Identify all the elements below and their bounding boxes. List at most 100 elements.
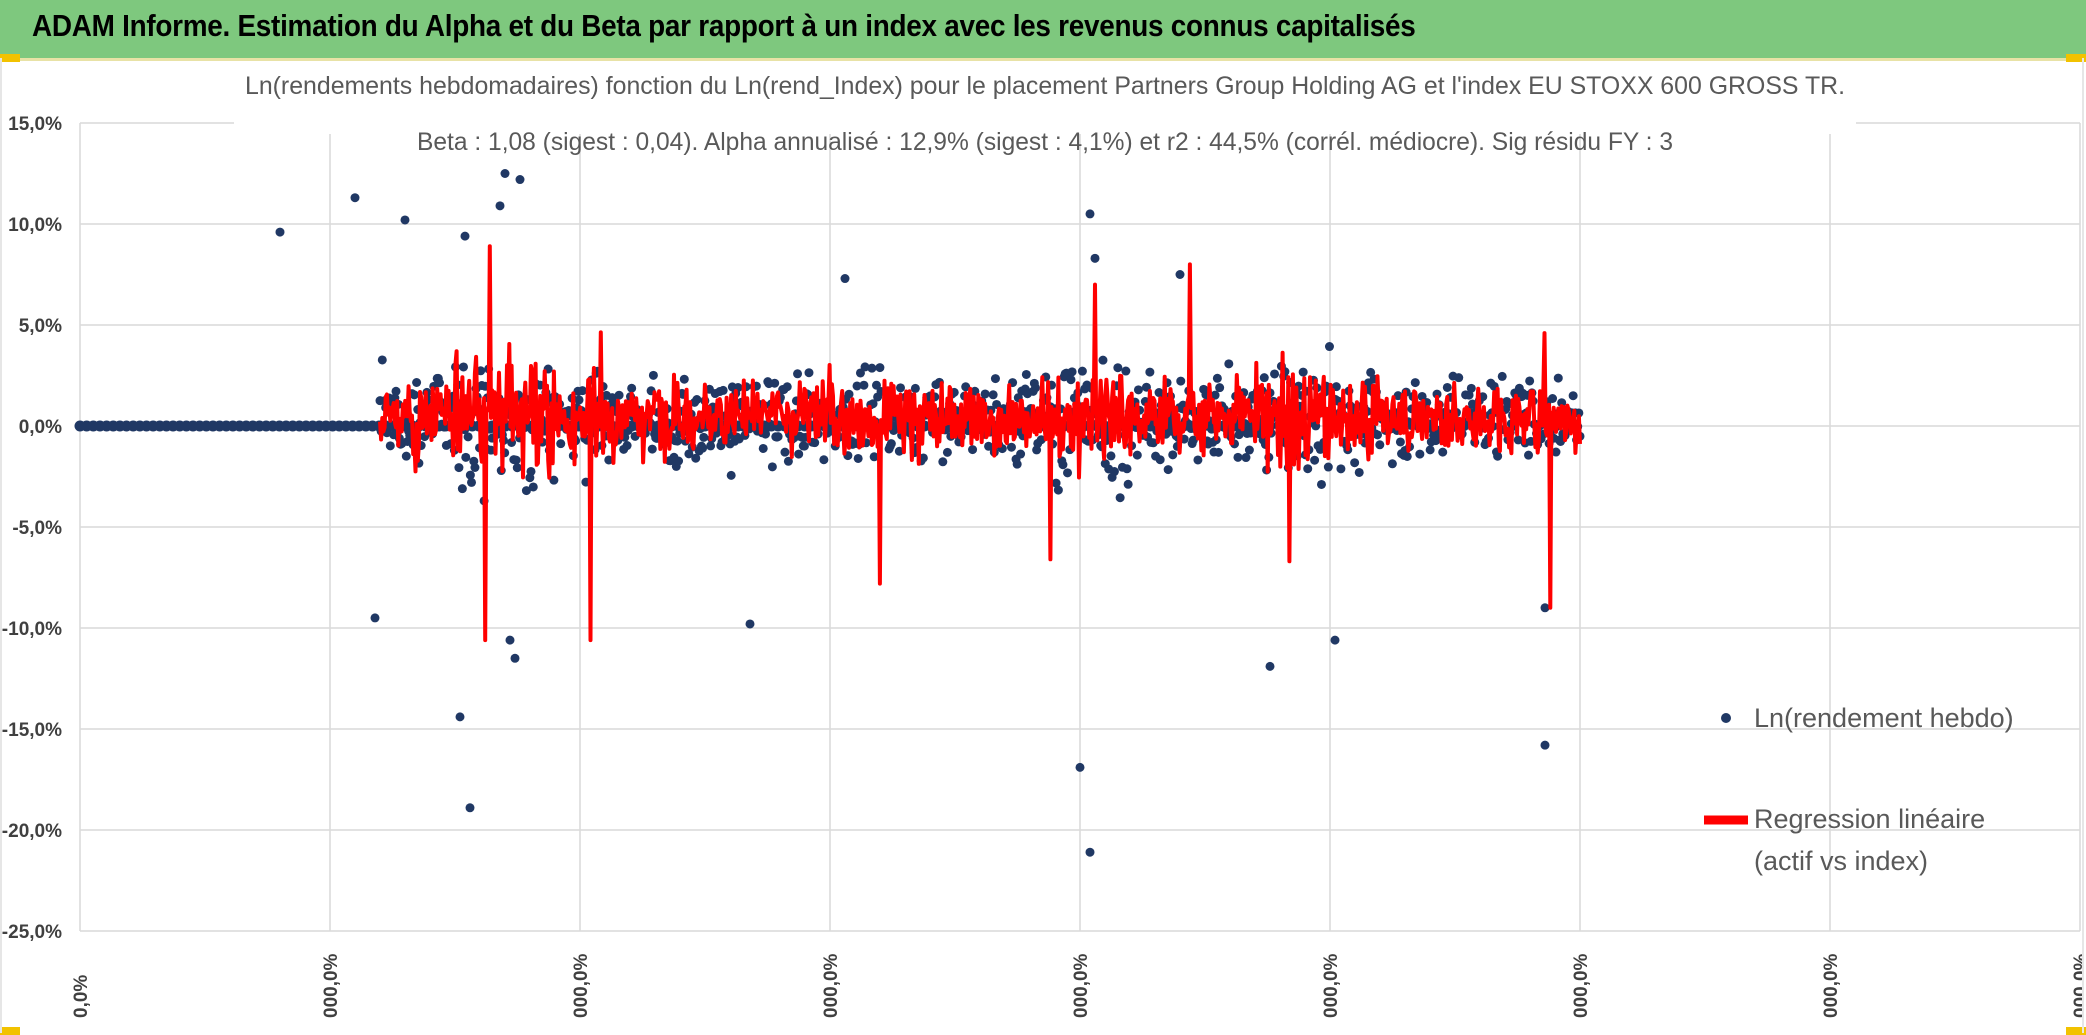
data-point [412,377,422,387]
data-point [526,466,536,476]
data-point [1310,455,1320,465]
data-point [871,380,881,390]
data-point [1466,383,1476,393]
data-point [698,443,708,453]
data-point [1214,447,1224,457]
data-point [706,441,716,451]
y-tick-label: -25,0% [2,922,62,943]
data-point [1215,383,1225,393]
data-point [1058,460,1068,470]
data-point [679,374,689,384]
data-point [1148,438,1158,448]
data-point [1551,447,1561,457]
chart-frame: 15,0% 10,0% 5,0% 0,0% -5,0% -10,0% -15,0% -20,0… [0,58,2084,1033]
data-point [1123,479,1133,489]
y-tick-label: 0,0% [19,417,62,438]
data-point [528,482,538,492]
data-point [867,363,877,373]
y-tick-label: 15,0% [8,114,62,135]
data-point [859,380,869,390]
y-tick-label: -20,0% [2,821,62,842]
data-point [409,390,419,400]
data-point [521,486,531,496]
data-point [1077,366,1087,376]
x-tick-label: 000,0% [1571,953,1592,1018]
data-point [684,449,694,459]
data-point [672,436,682,446]
data-point [1524,450,1534,460]
x-tick-label: 000,0% [1071,953,1092,1018]
data-point [1324,342,1334,352]
data-point [1212,373,1222,383]
data-point [400,215,410,225]
data-point [1085,847,1095,857]
data-point [1121,366,1131,376]
data-point [511,455,521,465]
data-point [910,383,920,393]
data-point [1155,455,1165,465]
report-header: ADAM Informe. Estimation du Alpha et du … [0,0,2086,61]
data-point [793,369,803,379]
data-point [895,383,905,393]
data-point [770,378,780,388]
report-title: ADAM Informe. Estimation du Alpha et du … [32,8,1416,43]
data-point [463,432,473,442]
data-point [852,381,862,391]
data-point [1366,367,1376,377]
data-point [1387,459,1397,469]
data-point [745,619,755,629]
data-point [627,383,637,393]
title-backdrop [234,64,1856,134]
data-point [1574,408,1584,418]
data-point [1259,373,1269,383]
data-point [1265,661,1275,671]
data-point [1098,355,1108,365]
data-point [470,462,480,472]
data-point [773,432,783,442]
data-point [1132,450,1142,460]
data-point [1393,391,1403,401]
data-point [692,395,702,405]
data-point [869,452,879,462]
data-point [804,368,814,378]
data-point [1036,435,1046,445]
chart-title: Ln(rendements hebdomadaires) fonction du… [245,72,1845,100]
data-point [377,355,387,365]
x-tick-label: 000,0% [1321,953,1342,1018]
data-point [1053,485,1063,495]
data-point [391,386,401,396]
x-tick-label: 0,0% [71,975,92,1018]
data-point [1373,430,1383,440]
data-point [574,395,584,405]
data-point [1354,467,1364,477]
data-point [465,470,475,480]
data-point [1106,451,1116,461]
data-point [1113,363,1123,373]
data-point [1395,437,1405,447]
data-point [968,445,978,455]
data-point [1315,444,1325,454]
data-point [1085,209,1095,219]
data-point [1224,359,1234,369]
data-point [853,453,863,463]
data-point [918,453,928,463]
data-point [1454,373,1464,383]
data-point [886,439,896,449]
x-tick-label: 000,0% [321,953,342,1018]
data-point [782,382,792,392]
data-point [961,382,971,392]
data-point [840,274,850,284]
data-point [1438,447,1448,457]
scatter-chart: 15,0% 10,0% 5,0% 0,0% -5,0% -10,0% -15,0% -20,0… [2,64,2082,1018]
data-point [844,389,854,399]
data-point [1540,603,1550,613]
data-point [495,201,505,211]
data-point [938,457,948,467]
corner-marker-bottom-right [2066,1027,2086,1035]
data-point [718,385,728,395]
x-tick-label: 000,0% [1821,953,1842,1018]
data-point [1075,762,1085,772]
data-point [942,447,952,457]
data-point [1163,465,1173,475]
y-tick-label: 5,0% [19,316,62,337]
